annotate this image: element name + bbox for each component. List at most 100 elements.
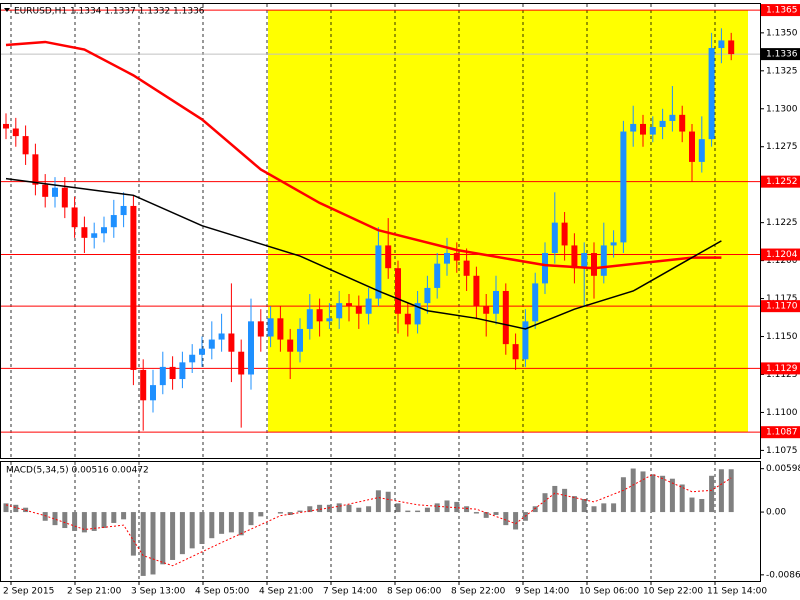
macd-bar	[552, 485, 558, 513]
x-tick-label: 9 Sep 14:00	[515, 587, 570, 597]
level-label-box	[761, 175, 800, 188]
macd-bar	[62, 512, 68, 529]
candle-body	[444, 253, 450, 264]
macd-bar	[473, 512, 479, 514]
candle-body	[81, 227, 88, 238]
macd-bar	[591, 506, 597, 513]
macd-y-tick-label: -0.00865	[766, 570, 800, 580]
macd-bar	[532, 506, 538, 513]
x-tick-label: 4 Sep 05:00	[195, 587, 250, 597]
candle-body	[708, 48, 715, 140]
x-tick-label: 2 Sep 21:00	[67, 587, 122, 597]
candle-body	[649, 126, 656, 135]
candle-body	[61, 187, 68, 208]
x-tick-label: 2 Sep 2015	[3, 587, 54, 597]
macd-bar	[424, 507, 430, 513]
moving-average	[5, 40, 722, 270]
macd-bar	[297, 510, 303, 513]
macd-signal	[5, 473, 732, 567]
macd-bar	[317, 504, 323, 513]
y-tick-label: 1.1200	[766, 256, 798, 266]
candle-body	[395, 268, 401, 314]
x-tick-label: 11 Sep 14:00	[707, 587, 767, 597]
macd-bar	[542, 493, 548, 513]
candle-body	[218, 333, 225, 340]
macd-bar	[219, 512, 225, 534]
candle-body	[228, 333, 235, 352]
macd-bar	[346, 504, 352, 513]
candle-body	[669, 114, 676, 121]
macd-bar	[13, 504, 19, 513]
candle-body	[610, 242, 617, 246]
candle-body	[3, 123, 9, 129]
x-tick-label: 3 Sep 13:00	[131, 587, 186, 597]
macd-bar	[709, 475, 715, 513]
x-tick-label: 10 Sep 06:00	[579, 587, 639, 597]
x-tick-label: 4 Sep 21:00	[259, 587, 314, 597]
candle-body	[600, 245, 607, 276]
macd-bar	[493, 512, 499, 515]
macd-bar	[81, 512, 87, 533]
candle-body	[434, 263, 441, 288]
macd-bar	[483, 512, 489, 518]
macd-bar	[562, 488, 568, 513]
x-tick-label: 8 Sep 06:00	[387, 587, 442, 597]
candle-body	[248, 321, 254, 375]
macd-bar	[375, 490, 381, 513]
macd-bar	[160, 512, 166, 565]
y-tick-label: 1.1325	[766, 66, 798, 76]
candle-body	[179, 362, 186, 380]
candle-body	[630, 123, 637, 132]
macd-bar	[464, 506, 470, 513]
candle-body	[728, 40, 735, 55]
macd-bar	[660, 475, 666, 513]
macd-bar	[434, 503, 440, 513]
candle-body	[404, 313, 411, 325]
candle-body	[42, 184, 49, 197]
candle-body	[297, 328, 303, 352]
y-tick-label: 1.1300	[766, 104, 798, 114]
macd-bar	[91, 512, 97, 531]
level-label-box	[761, 248, 800, 261]
macd-title: MACD(5,34,5) 0.00516 0.00472	[6, 466, 149, 476]
macd-bar	[415, 510, 421, 513]
x-tick-label: 8 Sep 22:00	[451, 587, 506, 597]
candle-body	[257, 321, 264, 337]
macd-bar	[336, 503, 342, 513]
candle-body	[130, 205, 137, 370]
candle-body	[679, 114, 686, 132]
title-arrow	[4, 8, 10, 12]
macd-bar	[571, 496, 577, 513]
candle-body	[571, 245, 578, 269]
macd-bar	[258, 512, 264, 517]
macd-bar	[513, 512, 519, 530]
macd-bar	[601, 503, 607, 513]
candle-body	[140, 369, 147, 401]
candle-body	[473, 275, 480, 307]
level-label: 1.1204	[766, 250, 798, 260]
macd-bar	[130, 512, 136, 556]
level-label-box	[761, 426, 800, 439]
candle-body	[346, 303, 352, 307]
candle-body	[120, 205, 127, 216]
macd-bar	[277, 512, 283, 514]
macd-bar	[640, 471, 646, 513]
candle-body	[355, 306, 362, 314]
macd-bar	[650, 474, 656, 513]
candle-body	[336, 303, 343, 319]
candle-body	[718, 40, 725, 49]
candle-body	[483, 306, 490, 314]
x-tick-label: 10 Sep 22:00	[643, 587, 703, 597]
macd-bar	[630, 468, 636, 513]
candle-body	[424, 287, 431, 304]
candle-body	[189, 354, 196, 363]
candle-body	[110, 215, 117, 228]
macd-bar	[581, 499, 587, 513]
candle-body	[591, 253, 597, 276]
macd-bar	[385, 491, 391, 513]
main-frame	[0, 3, 761, 459]
macd-bar	[503, 512, 509, 526]
y-tick-label: 1.1125	[766, 370, 798, 380]
candle-body	[512, 344, 519, 360]
